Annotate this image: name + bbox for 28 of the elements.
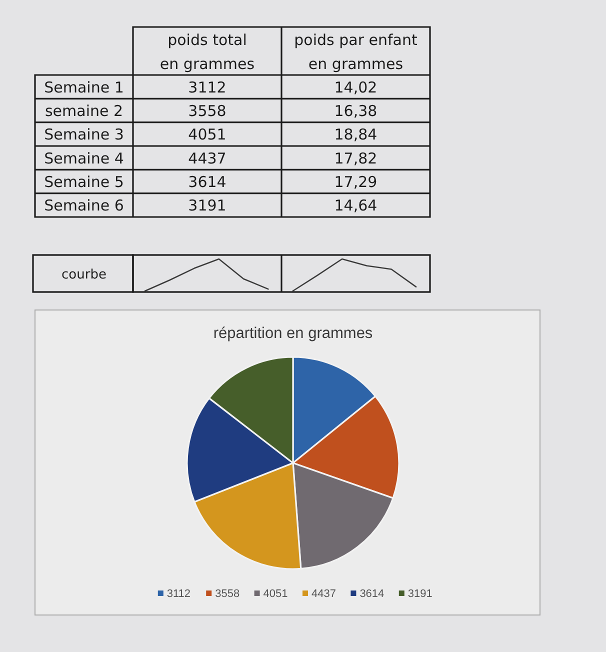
legend-label: 3191 [408,588,432,600]
legend-label: 3558 [215,588,240,600]
chart-title: répartition en grammes [213,325,373,342]
text: poids par enfant en grammes [294,31,418,73]
text: poids total en grammes [160,31,255,73]
data-label: 3112 [188,78,226,96]
data-label: 4051 [188,126,226,144]
data-label: 17,29 [334,173,378,191]
legend-label: 3112 [166,588,191,600]
data-label: 3191 [188,196,226,215]
category-label: Semaine 1 [44,78,124,96]
legend-label: 4437 [312,588,336,600]
data-label: 16,38 [334,102,378,120]
data-label: 14,02 [334,78,378,96]
data-label: 17,82 [334,149,378,168]
category-label: Semaine 3 [44,126,124,144]
data-label: 3614 [188,173,226,191]
data-label: 18,84 [334,126,378,144]
category-label: Semaine 6 [44,196,124,215]
legend-label: 3614 [360,588,384,600]
data-label: 4437 [188,149,226,168]
data-label: 14,64 [334,196,378,215]
text: courbe [62,268,106,282]
legend-label: 4051 [263,588,288,600]
category-label: semaine 2 [44,102,124,120]
category-label: Semaine 5 [44,173,124,191]
category-label: Semaine 4 [44,149,124,168]
data-label: 3558 [188,102,226,120]
